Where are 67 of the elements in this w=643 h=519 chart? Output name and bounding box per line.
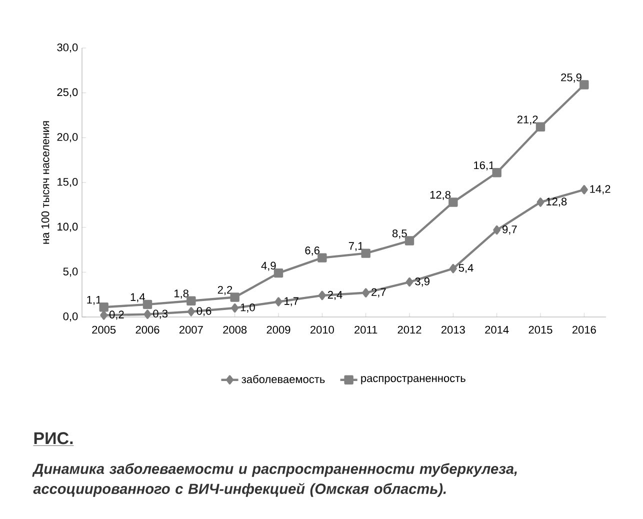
data-label: 14,2 [590,185,610,194]
x-tick-label: 2007 [179,326,203,334]
data-label: 12,8 [546,198,567,207]
point [406,277,414,287]
data-label: 8,5 [392,230,407,239]
data-label: 0,6 [196,307,212,316]
y-tick-label: 15,0 [58,178,78,188]
x-tick-label: 2014 [485,326,509,334]
y-tick-label: 5,0 [63,268,78,277]
data-label: 4,9 [261,262,276,271]
text: РИС. [34,432,73,444]
legend-label: заболеваемость [242,374,325,384]
x-tick-label: 2015 [528,326,552,334]
data-label: 12,8 [430,190,450,200]
point [580,185,588,194]
y-tick-label: 25,0 [57,88,78,98]
y-tick-label: 20,0 [57,133,78,142]
point [318,253,327,262]
x-tick-label: 2009 [266,326,290,334]
data-label: 0,2 [109,310,124,320]
data-label: 1,1 [87,296,102,305]
data-label: 3,9 [415,277,430,287]
point [493,225,501,235]
point [449,264,457,274]
data-label: 16,1 [474,161,494,170]
data-label: 1,8 [174,290,188,299]
point [580,80,589,90]
data-label: 21,2 [517,116,538,125]
data-label: 9,7 [502,225,517,235]
legend-label: распространенность [361,376,466,384]
x-tick-label: 2016 [572,326,596,334]
data-label: 0,3 [153,310,168,319]
y-tick-label: 0,0 [63,312,78,322]
data-label: 6,6 [305,246,320,256]
x-tick-label: 2005 [92,326,116,334]
data-label: 1,0 [240,303,255,313]
x-tick-label: 2008 [223,326,247,334]
point [448,198,458,207]
point [231,303,239,313]
y-tick-label: 10,0 [58,222,78,232]
data-label: 2,7 [372,288,386,298]
data-label: 2,4 [328,290,342,300]
point [274,297,282,306]
point [100,310,108,320]
point [186,296,196,306]
point [99,302,108,312]
data-label: 25,9 [561,73,582,83]
x-tick-label: 2011 [354,326,378,334]
point [536,198,544,207]
data-label: 2,2 [218,286,232,296]
y-tick-label: 30,0 [57,43,78,53]
point [230,292,240,302]
point [492,168,502,178]
point [318,290,326,300]
data-label: 1,4 [130,293,145,302]
point [144,310,152,319]
point [361,248,370,258]
point [187,307,195,316]
x-tick-label: 2013 [441,326,465,334]
x-tick-label: 2010 [310,326,334,334]
data-label: 1,7 [284,297,298,306]
text: Динамика заболеваемости и распространенности туберкулеза, ассоциированного с ВИЧ-инфекцией (Омская область). [32,463,517,497]
data-label: 5,4 [458,264,474,274]
x-tick-label: 2012 [398,326,422,334]
point [362,288,370,298]
y-axis-title: на 100 тысяч населения [41,121,50,244]
x-tick-label: 2006 [136,326,160,334]
